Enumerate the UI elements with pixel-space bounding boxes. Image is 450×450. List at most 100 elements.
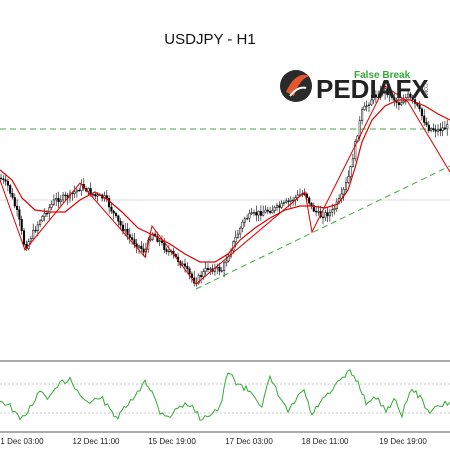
candle-body	[16, 205, 19, 210]
candle-body	[112, 210, 115, 214]
candle-body	[296, 194, 299, 198]
candle-body	[160, 240, 164, 243]
candle-body	[432, 128, 435, 131]
candle-body	[13, 197, 16, 207]
candle-body	[266, 209, 269, 212]
candle-body	[206, 268, 210, 270]
candle-body	[223, 262, 226, 271]
candle-body	[436, 128, 440, 132]
x-tick-label: 12 Dec 11:00	[73, 437, 121, 446]
candle-body	[78, 189, 81, 192]
candle-body	[280, 203, 283, 208]
candle-body	[441, 127, 444, 131]
candle-body	[282, 202, 285, 204]
candle-body	[349, 166, 352, 177]
candle-body	[347, 176, 350, 183]
candle-body	[317, 211, 320, 213]
candle-body	[128, 234, 131, 238]
zigzag-line	[0, 85, 450, 285]
candle-body	[308, 197, 311, 204]
candle-body	[156, 235, 159, 242]
candle-body	[119, 220, 122, 226]
candle-body	[62, 194, 65, 201]
candle-body	[439, 128, 442, 131]
candle-body	[87, 188, 90, 192]
candle-body	[397, 102, 400, 106]
candle-body	[200, 275, 203, 278]
candle-body	[342, 189, 345, 195]
candle-body	[411, 97, 414, 100]
candle-body	[407, 93, 410, 98]
candle-body	[374, 94, 377, 98]
candle-body	[39, 220, 42, 225]
candle-body	[124, 229, 127, 232]
candle-body	[271, 210, 274, 213]
candle-body	[20, 219, 23, 231]
candle-body	[402, 101, 405, 103]
candle-body	[250, 212, 253, 214]
candle-body	[32, 229, 35, 239]
candle-body	[41, 216, 44, 222]
candle-body	[430, 128, 433, 131]
candle-body	[73, 191, 76, 194]
candle-body	[310, 202, 313, 206]
candle-body	[133, 239, 136, 245]
candle-body	[259, 210, 262, 216]
candle-body	[75, 189, 78, 193]
candle-body	[361, 109, 364, 121]
candle-body	[420, 108, 423, 117]
candle-body	[292, 199, 295, 202]
candle-body	[273, 207, 276, 211]
candle-body	[126, 229, 129, 235]
candle-body	[121, 224, 124, 232]
candle-body	[22, 230, 26, 245]
candle-body	[340, 193, 343, 199]
candle-body	[188, 268, 191, 275]
candle-body	[220, 270, 223, 272]
candle-body	[108, 198, 111, 208]
x-tick-label: 19 Dec 19:00	[379, 437, 427, 446]
candle-body	[400, 102, 403, 106]
candle-body	[64, 194, 67, 197]
candle-body	[358, 120, 361, 137]
candle-body	[315, 210, 318, 213]
candle-body	[18, 209, 21, 220]
candle-body	[409, 93, 412, 98]
candle-body	[248, 213, 251, 219]
candle-body	[149, 238, 152, 241]
candle-body	[167, 250, 170, 253]
candle-body	[34, 229, 37, 232]
candle-body	[367, 104, 371, 107]
candle-body	[218, 266, 221, 272]
candle-body	[393, 97, 396, 101]
candle-body	[321, 216, 325, 219]
pediafx-logo-icon	[280, 70, 312, 102]
candle-body	[52, 199, 55, 205]
candle-body	[158, 240, 161, 242]
candle-body	[285, 200, 288, 203]
candle-body	[326, 212, 329, 217]
candle-body	[246, 217, 249, 220]
candle-body	[351, 158, 354, 167]
candle-body	[181, 263, 184, 266]
candle-body	[105, 195, 108, 199]
candle-body	[390, 92, 394, 98]
candle-body	[365, 105, 368, 107]
candle-body	[333, 208, 336, 210]
candle-body	[384, 88, 387, 94]
candle-body	[142, 248, 145, 253]
candle-body	[96, 194, 99, 197]
candle-body	[50, 203, 53, 208]
candle-body	[434, 129, 437, 132]
candle-body	[269, 211, 272, 213]
candle-body	[94, 194, 97, 197]
candle-body	[48, 207, 51, 214]
candle-body	[386, 88, 389, 96]
chart-title: USDJPY - H1	[164, 31, 255, 48]
candle-body	[331, 209, 334, 213]
candle-body	[241, 221, 244, 229]
candle-body	[252, 212, 256, 214]
candle-body	[344, 182, 348, 190]
